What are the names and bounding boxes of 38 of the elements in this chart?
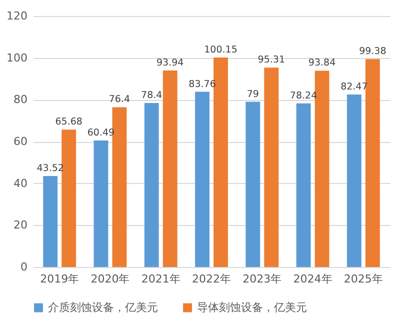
bar <box>112 107 127 267</box>
x-tick-label: 2019年 <box>40 272 80 286</box>
bar <box>162 70 178 267</box>
data-label: 99.38 <box>359 46 386 58</box>
bar <box>144 103 159 267</box>
bar <box>296 103 311 267</box>
data-label: 93.94 <box>156 58 184 69</box>
y-tick-label: 60 <box>14 135 28 148</box>
data-label: 78.4 <box>141 90 162 102</box>
x-tick-label: 2023年 <box>242 272 282 286</box>
y-tick-label: 40 <box>14 176 28 190</box>
bar <box>264 68 279 267</box>
bar <box>62 130 76 267</box>
bar <box>346 94 362 267</box>
bar <box>246 102 260 267</box>
legend-label: 介质刻蚀设备，亿美元 <box>48 300 158 314</box>
bar <box>365 59 380 267</box>
bar <box>94 140 108 267</box>
y-tick-label: 80 <box>14 93 28 106</box>
data-label: 95.31 <box>258 54 285 66</box>
bar <box>214 58 228 267</box>
data-label: 100.15 <box>204 44 238 56</box>
bar <box>43 176 58 267</box>
data-label: 93.84 <box>308 58 336 69</box>
data-label: 79 <box>246 88 259 100</box>
x-tick-label: 2024年 <box>293 272 332 286</box>
x-tick-label: 2020年 <box>90 272 130 286</box>
y-tick-label: 20 <box>14 218 28 232</box>
y-tick-label: 100 <box>6 51 28 64</box>
data-label: 76.4 <box>108 94 130 106</box>
y-tick-label: 0 <box>20 260 28 274</box>
x-tick-label: 2022年 <box>192 272 231 286</box>
legend-label: 导体刻蚀设备，亿美元 <box>197 300 307 314</box>
y-tick-label: 120 <box>6 10 28 22</box>
x-tick-label: 2021年 <box>141 272 180 286</box>
x-tick-label: 2025年 <box>344 272 383 286</box>
data-label: 65.68 <box>55 116 82 128</box>
bar <box>195 92 210 267</box>
